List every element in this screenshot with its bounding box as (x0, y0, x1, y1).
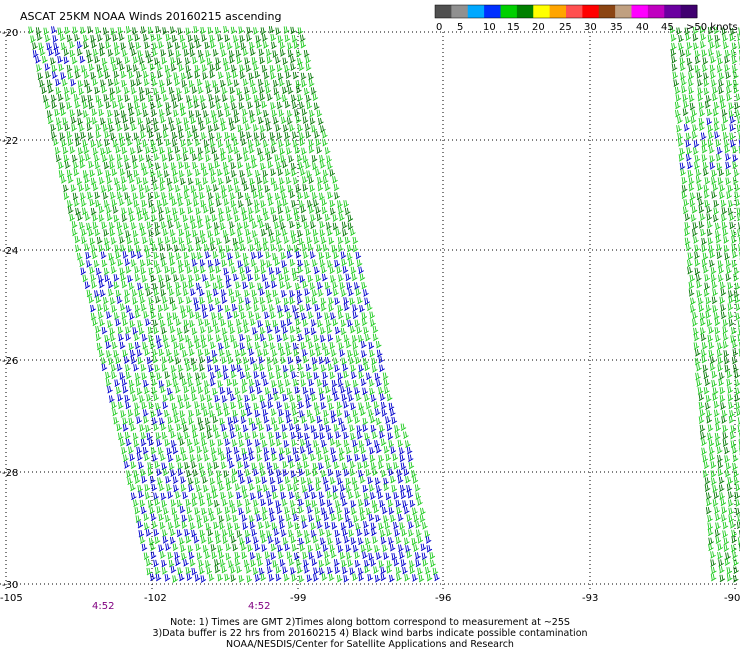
colorbar-label: 5 (457, 22, 463, 33)
colorbar-label: >50 knots (686, 22, 738, 33)
latitude-label: -30 (2, 580, 18, 591)
colorbar-label: 40 (636, 22, 649, 33)
latitude-axis: -20 -22 -24 -26 -28 -30 (2, 28, 18, 591)
wind-barb-swaths (28, 25, 740, 583)
colorbar-swatch (435, 5, 452, 18)
colorbar-swatch (680, 5, 698, 18)
colorbar-swatch (664, 5, 682, 18)
colorbar-label: 15 (507, 22, 520, 33)
longitude-label: -99 (290, 593, 306, 604)
longitude-label: -102 (144, 593, 167, 604)
colorbar-swatch (582, 5, 600, 18)
latitude-label: -20 (2, 28, 18, 39)
colorbar-swatch (549, 5, 567, 18)
lat-lon-grid (0, 31, 740, 592)
note-line-1: Note: 1) Times are GMT 2)Times along bot… (170, 617, 570, 628)
colorbar-label: 25 (559, 22, 572, 33)
latitude-label: -28 (2, 468, 18, 479)
time-label: 4:52 (92, 601, 114, 612)
longitude-axis: -105 -102 -99 -96 -93 -90 (0, 593, 740, 604)
colorbar-swatch (647, 5, 665, 18)
longitude-label: -93 (582, 593, 598, 604)
longitude-label: -90 (724, 593, 740, 604)
colorbar-label: 10 (483, 22, 496, 33)
colorbar-swatch (516, 5, 534, 18)
longitude-label: -96 (435, 593, 451, 604)
colorbar-swatch (533, 5, 551, 18)
wind-speed-colorbar: 0 5 10 15 20 25 30 35 40 45 >50 knots (434, 4, 738, 33)
colorbar-swatch (631, 5, 649, 18)
colorbar-swatch (615, 5, 632, 18)
map-title: ASCAT 25KM NOAA Winds 20160215 ascending (20, 10, 281, 23)
latitude-label: -22 (2, 136, 18, 147)
longitude-label: -105 (0, 593, 23, 604)
time-label: 4:52 (248, 601, 270, 612)
colorbar-swatch (467, 5, 485, 18)
latitude-label: -24 (2, 246, 18, 257)
note-line-2: 3)Data buffer is 22 hrs from 20160215 4)… (152, 628, 588, 639)
colorbar-label: 20 (532, 22, 545, 33)
colorbar-swatch (484, 5, 501, 18)
colorbar-swatch (566, 5, 583, 18)
colorbar-swatch (500, 5, 518, 18)
latitude-label: -26 (2, 356, 18, 367)
colorbar-label: 0 (436, 22, 442, 33)
colorbar-label: 45 (661, 22, 674, 33)
note-line-3: NOAA/NESDIS/Center for Satellite Applica… (226, 639, 514, 650)
colorbar-swatch (451, 5, 469, 18)
colorbar-label: 35 (610, 22, 623, 33)
colorbar-label: 30 (584, 22, 597, 33)
colorbar-swatch (598, 5, 616, 18)
